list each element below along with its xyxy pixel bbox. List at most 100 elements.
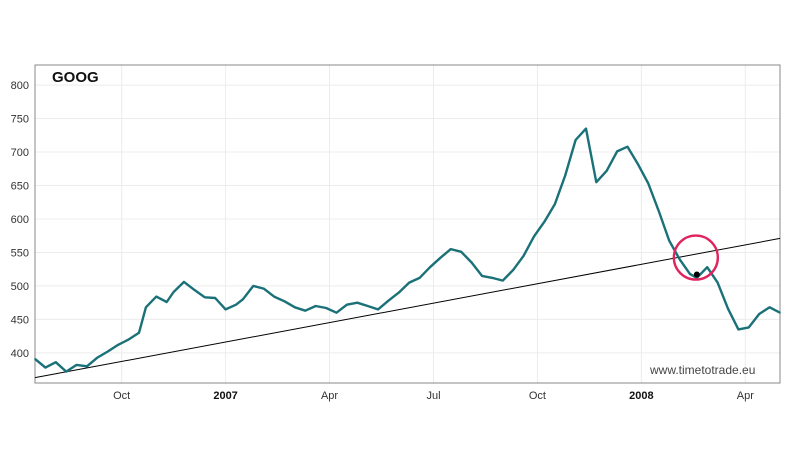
series-point [193,289,196,291]
x-tick-label: Oct [529,390,546,402]
series-point [34,358,36,360]
series-point [706,266,709,268]
y-tick-label: 500 [11,281,29,293]
series-point [689,273,691,275]
series-point [748,326,750,329]
series-point [647,182,650,185]
series-point [387,299,390,302]
series-point [564,174,566,177]
x-tick-label: Oct [113,390,130,402]
series-point [678,258,681,260]
y-axis: 400 450 500 550 600 650 700 750 800 [11,80,29,360]
series-point [117,344,119,346]
series-point [335,311,338,314]
y-tick-label: 800 [11,80,29,92]
y-tick-label: 550 [11,247,29,259]
series-point [214,297,216,299]
series-point [501,279,504,282]
series-point [138,331,140,334]
series-point [429,266,431,268]
series-point [252,285,255,287]
series-point [366,305,369,307]
series-point [737,328,740,331]
series-point [44,366,47,369]
series-point [283,300,286,303]
grid [35,65,780,383]
series-point [481,275,483,277]
series-point [543,220,546,223]
watermark: www.timetotrade.eu [649,363,755,377]
series-point [304,309,307,312]
x-axis: Oct 2007 Apr Jul Oct 2008 Apr [113,390,754,402]
series-point [768,306,771,309]
series-point [553,203,556,206]
series-point [314,305,317,307]
highlight-dot [693,271,700,278]
series-point [165,301,168,303]
series-point [605,169,608,172]
series-point [491,277,494,279]
series-point [75,364,78,366]
series-line-goog [34,127,781,373]
series-point [127,338,130,341]
series-point [325,307,327,309]
series-point [235,303,237,306]
series-point [779,311,781,314]
series-point [470,261,473,264]
series-point [716,281,719,284]
chart-title: GOOG [52,69,99,86]
x-tick-label: 2007 [213,390,237,402]
plot-frame [34,64,781,384]
series-point [595,181,598,183]
series-point [86,365,88,368]
series-point [96,356,99,359]
series-point [106,350,109,353]
series-point [668,239,670,242]
series-point [377,308,379,311]
series-point [346,303,348,306]
series-point [172,291,175,293]
series-point [273,295,275,298]
series-point [626,145,629,148]
x-tick-label: Jul [426,390,440,402]
y-tick-label: 600 [11,214,29,226]
series-point [54,361,57,364]
series-point [439,257,442,259]
y-tick-label: 400 [11,348,29,360]
x-tick-label: Apr [321,390,338,402]
series-point [294,306,296,309]
series-point [262,287,265,290]
series-point [145,306,147,309]
series-point [616,150,618,153]
series-point [522,255,525,257]
y-tick-label: 450 [11,314,29,326]
series-point [512,269,514,271]
series-point [183,281,185,283]
y-tick-label: 750 [11,114,29,126]
y-tick-label: 650 [11,181,29,193]
series-point [155,295,158,298]
x-tick-label: Apr [737,390,754,402]
series-points [34,127,781,373]
highlight-circle [672,234,720,281]
series-point [408,281,411,284]
series-point [398,291,400,294]
series-point [460,250,463,253]
series-point [637,163,639,165]
series-point [224,308,227,311]
series-point [657,210,660,212]
series-point [574,139,577,141]
x-tick-label: 2008 [629,390,653,402]
trendline [34,237,781,379]
series-point [758,313,761,315]
series-point [65,370,67,373]
series-point [356,301,359,304]
series-point [450,248,452,250]
series-point [585,127,587,130]
series-point [203,296,206,299]
series-point [418,277,421,279]
y-tick-label: 700 [11,147,29,159]
series-point [533,235,535,238]
series-point [242,298,244,301]
